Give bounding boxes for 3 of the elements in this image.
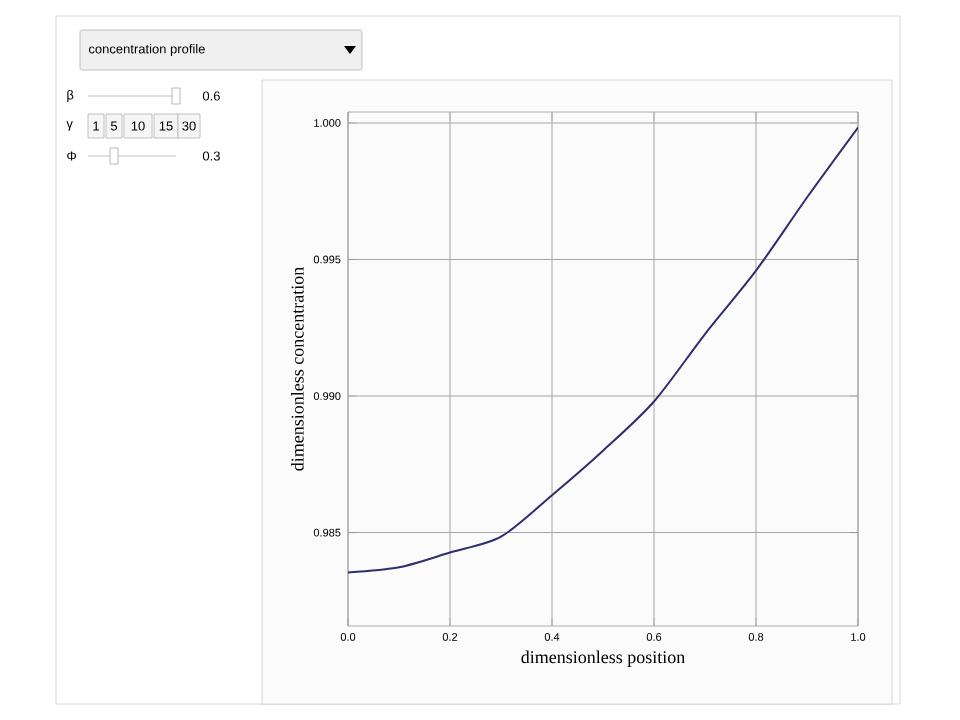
x-axis-title: dimensionless position [521, 650, 685, 667]
line-series [348, 126, 858, 574]
y-axis-title: dimensionless concentration [291, 267, 304, 471]
